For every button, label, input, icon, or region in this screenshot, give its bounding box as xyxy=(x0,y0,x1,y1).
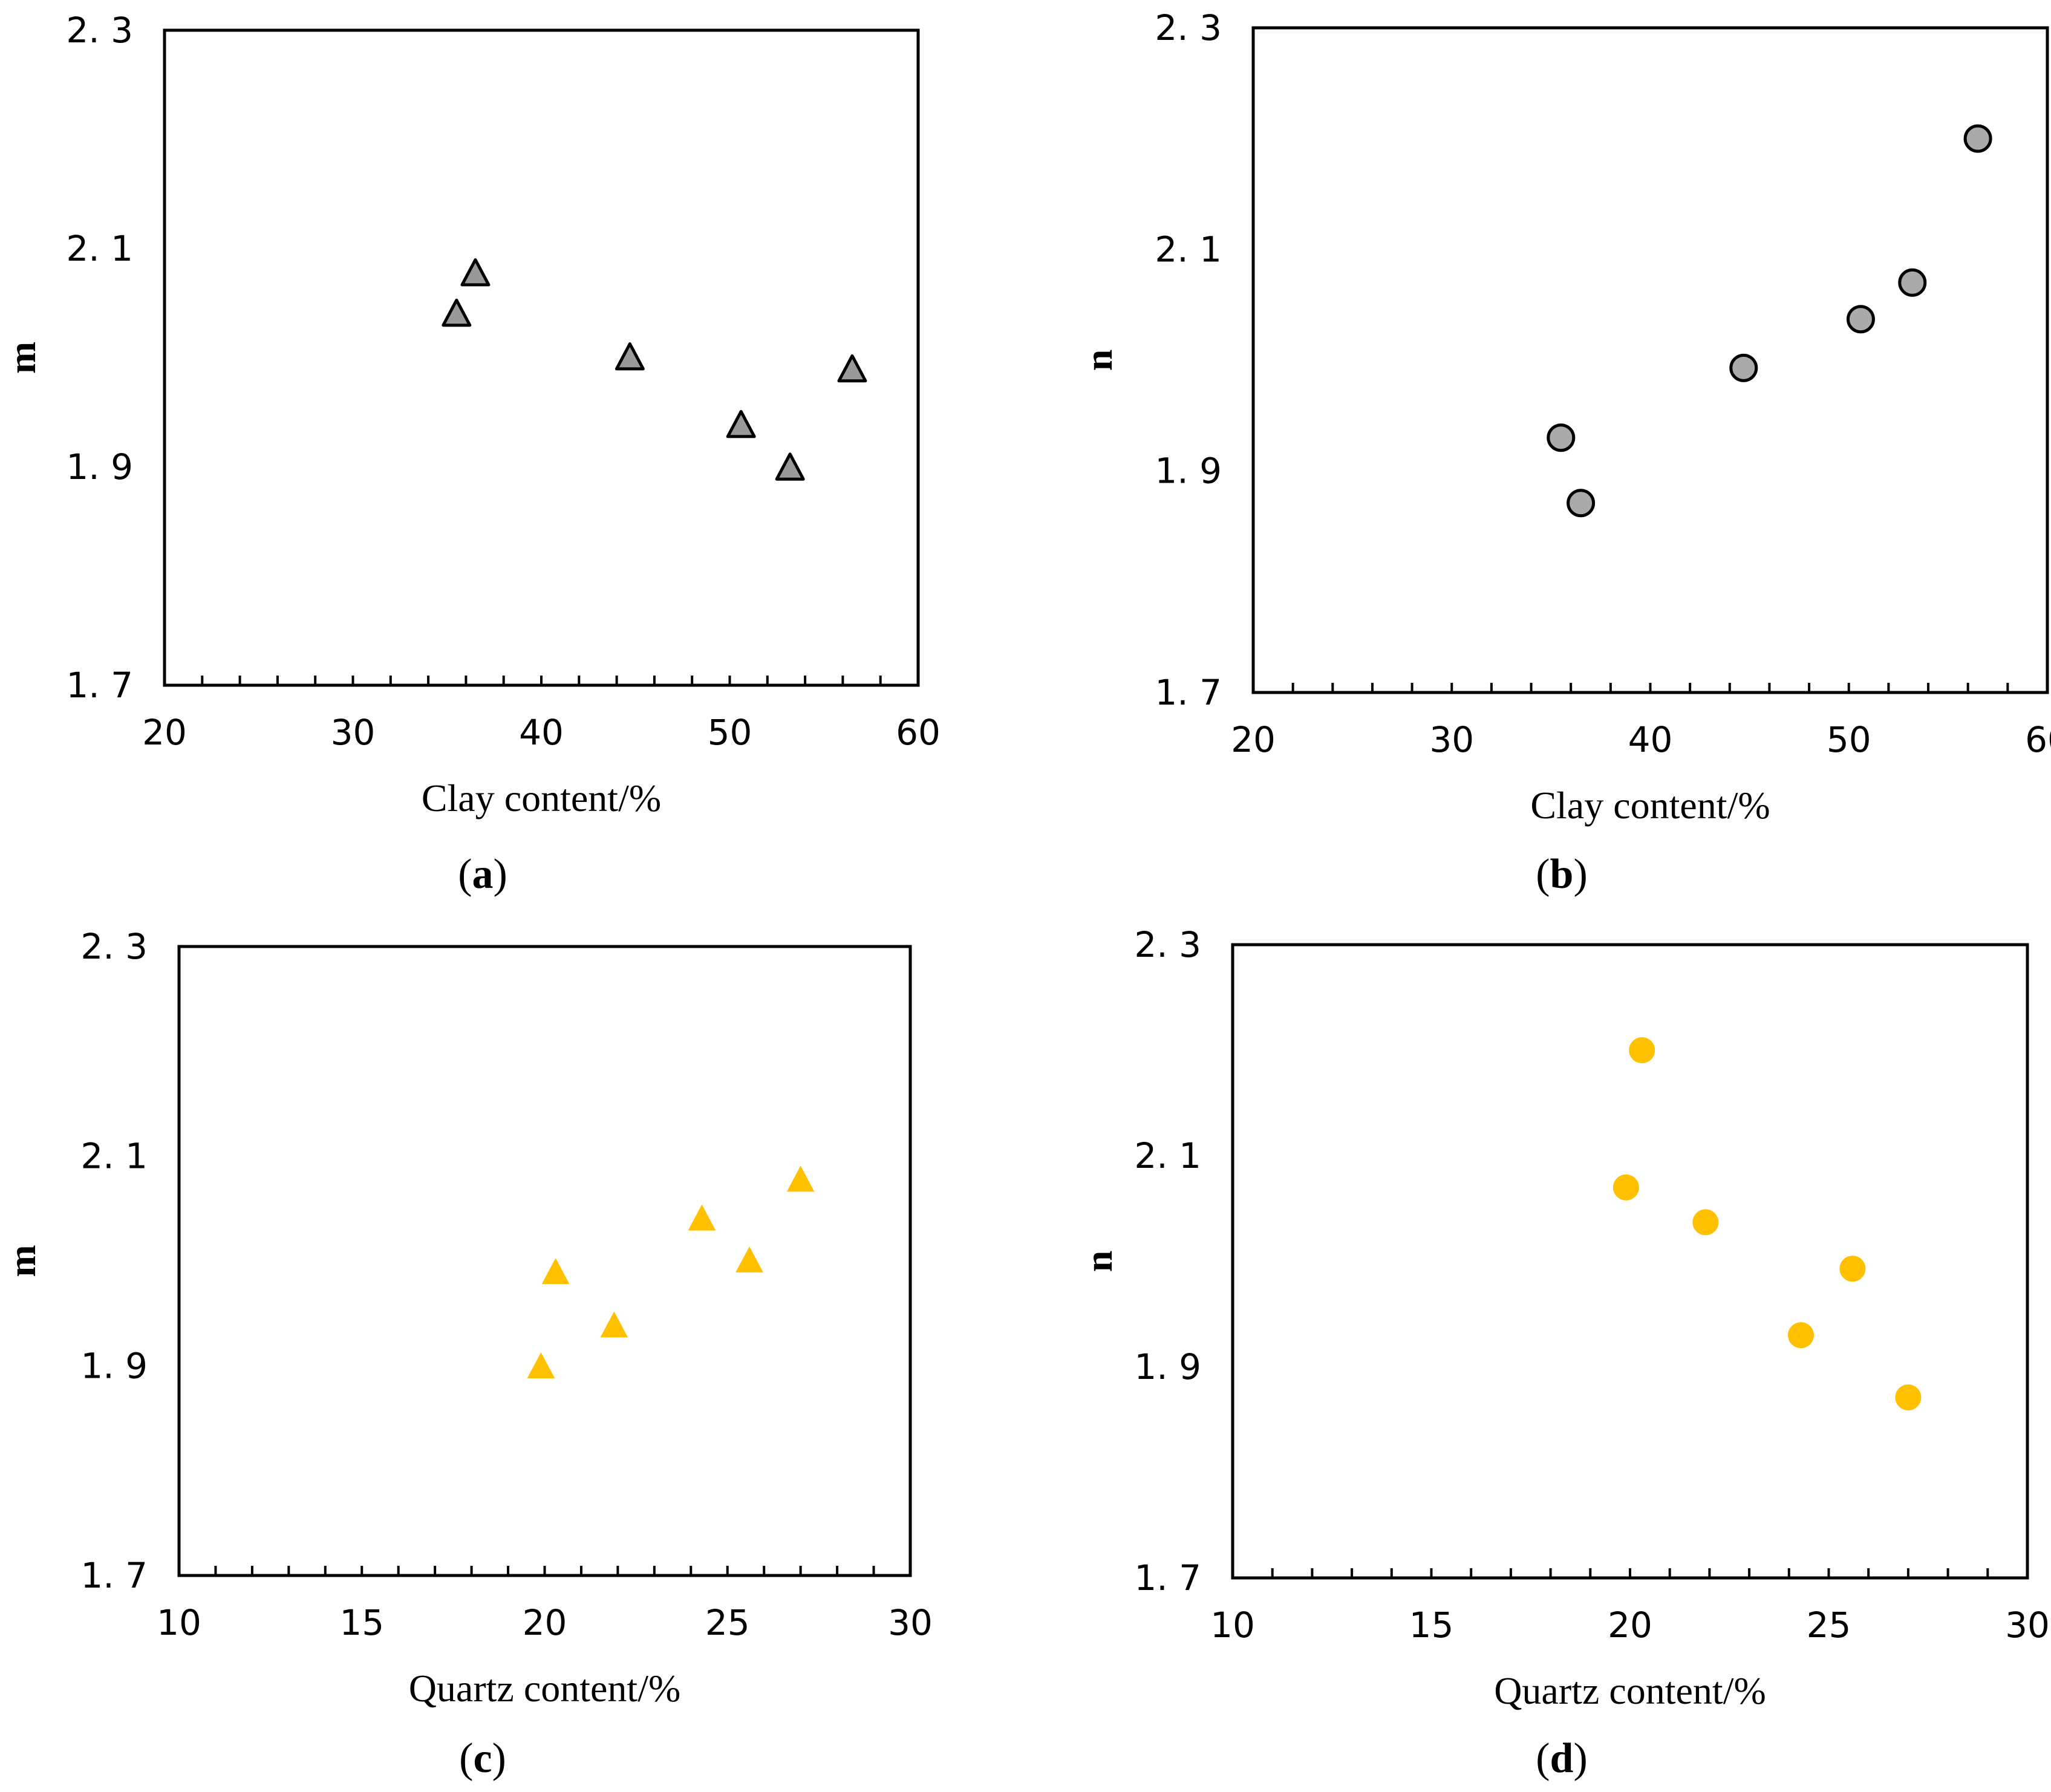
chart-panel-b: 20 30 40 50 60 1. 7 1. 9 2. 1 2. 3 Clay content/%… xyxy=(1077,7,2051,898)
y-tick-label: 2. 3 xyxy=(66,10,133,51)
x-tick-label: 25 xyxy=(1807,1605,1851,1646)
y-axis-title: m xyxy=(1,342,44,374)
x-tick-label: 20 xyxy=(523,1602,567,1643)
y-axis-title: m xyxy=(1,1245,44,1277)
data-point xyxy=(1629,1037,1655,1063)
chart-panel-a: 20 30 40 50 60 1. 7 1. 9 2. 1 2. 3 Clay content/%… xyxy=(1,10,941,898)
panel-caption: (d) xyxy=(1536,1735,1588,1782)
data-point xyxy=(1547,423,1576,452)
data-point xyxy=(1895,1384,1922,1411)
y-tick-label: 2. 1 xyxy=(1155,229,1222,270)
y-tick-label: 2. 3 xyxy=(1134,924,1201,965)
x-tick-label: 30 xyxy=(331,712,376,753)
x-tick-label: 20 xyxy=(1608,1605,1652,1646)
caption-letter: d xyxy=(1550,1735,1574,1782)
x-tick-label: 30 xyxy=(2005,1605,2050,1646)
plot-frame xyxy=(163,28,920,687)
caption-open: ( xyxy=(1536,1735,1550,1782)
y-axis-title: n xyxy=(1077,1251,1120,1272)
data-point xyxy=(735,1246,763,1272)
caption-open: ( xyxy=(1536,851,1550,898)
x-tick-label: 30 xyxy=(1429,719,1474,760)
x-axis-title: Quartz content/% xyxy=(1494,1669,1766,1712)
caption-close: ) xyxy=(492,1735,506,1782)
data-point xyxy=(726,409,756,438)
plot-frame xyxy=(177,945,912,1577)
plot-frame xyxy=(1231,943,2029,1580)
x-tick-label: 50 xyxy=(708,712,752,753)
x-axis-title: Quartz content/% xyxy=(409,1667,681,1710)
data-point xyxy=(1898,268,1927,297)
data-point xyxy=(615,342,645,371)
caption-close: ) xyxy=(494,851,507,898)
caption-close: ) xyxy=(1573,851,1587,898)
x-tick-label: 10 xyxy=(1210,1605,1255,1646)
chart-panel-c: 10 15 20 25 30 1. 7 1. 9 2. 1 2. 3 Quartz content… xyxy=(1,926,933,1782)
y-tick-label: 2. 1 xyxy=(66,228,133,269)
plot-frame xyxy=(1251,26,2049,694)
x-tick-label: 30 xyxy=(888,1602,933,1643)
x-tick-label: 60 xyxy=(2025,719,2051,760)
y-tick-label: 1. 7 xyxy=(66,665,133,706)
data-point xyxy=(1788,1322,1815,1349)
y-tick-label: 2. 1 xyxy=(80,1136,148,1177)
data-point xyxy=(460,258,491,287)
x-tick-label: 20 xyxy=(1231,719,1276,760)
x-tick-label: 40 xyxy=(519,712,564,753)
data-point xyxy=(787,1166,815,1192)
data-point xyxy=(1567,489,1596,518)
x-tick-label: 15 xyxy=(1409,1605,1454,1646)
y-tick-label: 1. 7 xyxy=(80,1555,148,1596)
panel-caption: (b) xyxy=(1536,851,1588,898)
y-tick-label: 1. 9 xyxy=(1134,1346,1201,1387)
y-tick-label: 1. 9 xyxy=(80,1345,148,1386)
x-tick-label: 50 xyxy=(1827,719,1871,760)
panel-caption: (c) xyxy=(459,1735,506,1782)
data-point xyxy=(1612,1174,1639,1201)
y-tick-label: 1. 7 xyxy=(1155,672,1222,713)
panel-caption: (a) xyxy=(458,851,507,898)
data-point xyxy=(775,452,805,481)
data-point xyxy=(837,354,867,383)
caption-letter: b xyxy=(1550,851,1574,898)
caption-letter: a xyxy=(472,851,494,898)
data-point xyxy=(542,1258,570,1284)
x-tick-label: 60 xyxy=(896,712,941,753)
x-tick-label: 10 xyxy=(157,1602,201,1643)
x-axis-title: Clay content/% xyxy=(1530,784,1770,827)
data-point xyxy=(1692,1209,1719,1236)
x-tick-label: 40 xyxy=(1628,719,1673,760)
chart-panel-d: 10 15 20 25 30 1. 7 1. 9 2. 1 2. 3 Quartz content… xyxy=(1077,924,2050,1782)
data-point xyxy=(1839,1256,1866,1282)
caption-open: ( xyxy=(459,1735,473,1782)
y-tick-label: 1. 9 xyxy=(1155,451,1222,492)
x-tick-label: 15 xyxy=(339,1602,384,1643)
y-axis-title: n xyxy=(1077,350,1120,371)
x-axis-title: Clay content/% xyxy=(422,777,661,819)
data-point xyxy=(527,1352,555,1378)
y-tick-label: 2. 1 xyxy=(1134,1135,1201,1176)
data-point xyxy=(1846,305,1875,334)
data-point xyxy=(1963,124,1992,153)
y-tick-label: 2. 3 xyxy=(1155,7,1222,48)
data-point xyxy=(600,1311,628,1338)
caption-letter: c xyxy=(473,1735,492,1782)
data-point xyxy=(688,1205,716,1231)
x-tick-label: 25 xyxy=(705,1602,750,1643)
caption-open: ( xyxy=(458,851,472,898)
y-tick-label: 2. 3 xyxy=(80,926,148,967)
y-tick-label: 1. 7 xyxy=(1134,1557,1201,1598)
x-tick-label: 20 xyxy=(142,712,187,753)
caption-close: ) xyxy=(1573,1735,1587,1782)
y-tick-label: 1. 9 xyxy=(66,446,133,487)
data-point xyxy=(1729,353,1758,382)
data-point xyxy=(442,298,472,327)
